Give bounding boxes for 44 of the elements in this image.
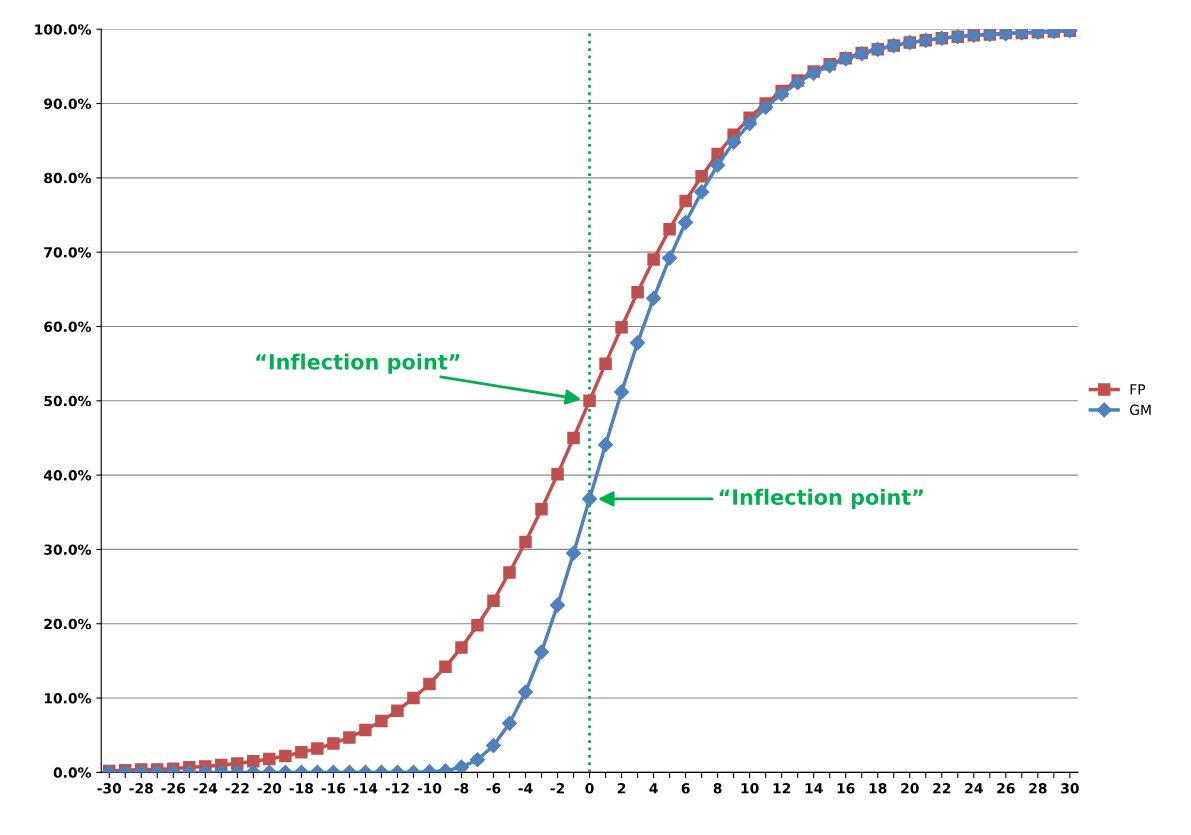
- x-tick-label: 12: [773, 783, 791, 794]
- y-tick-label: 100.0%: [35, 24, 92, 35]
- y-tick-label: 50.0%: [44, 395, 92, 407]
- x-tick-label: 8: [713, 783, 722, 794]
- y-tick-label: 0.0%: [53, 767, 92, 778]
- x-tick-label: -24: [193, 783, 218, 794]
- x-tick-label: -22: [225, 783, 249, 794]
- x-tick-label: 0: [585, 783, 594, 794]
- x-tick-label: 24: [965, 783, 983, 794]
- y-tick-label: 20.0%: [44, 618, 92, 630]
- x-tick-label: -10: [417, 783, 442, 794]
- y-tick-label: 10.0%: [44, 693, 92, 704]
- legend-label: GM: [1130, 404, 1151, 416]
- x-tick-label: -6: [486, 783, 501, 794]
- legend-label: FP: [1130, 384, 1146, 395]
- x-tick-label: 4: [649, 783, 658, 794]
- x-tick-label: 10: [741, 783, 759, 794]
- x-tick-label: -20: [257, 783, 282, 794]
- y-tick-label: 40.0%: [43, 470, 92, 481]
- x-tick-label: 18: [869, 783, 887, 794]
- x-tick-label: 22: [933, 783, 951, 794]
- x-tick-label: -28: [129, 783, 153, 794]
- x-tick-label: -14: [353, 783, 378, 794]
- y-tick-label: 80.0%: [44, 172, 92, 184]
- x-tick-label: -18: [289, 783, 314, 794]
- x-tick-label: 20: [901, 783, 919, 794]
- x-tick-label: 28: [1029, 783, 1047, 794]
- y-tick-label: 30.0%: [44, 544, 92, 555]
- y-tick-label: 90.0%: [44, 98, 92, 110]
- y-tick-label: 60.0%: [44, 321, 92, 332]
- x-tick-label: 26: [997, 783, 1015, 794]
- x-tick-label: 30: [1061, 783, 1079, 794]
- x-tick-label: -8: [454, 783, 469, 794]
- x-tick-label: 14: [805, 783, 823, 794]
- x-tick-label: -4: [518, 783, 533, 794]
- x-tick-label: -26: [161, 783, 186, 794]
- x-tick-label: 16: [837, 783, 855, 794]
- y-tick-label: 70.0%: [44, 247, 92, 258]
- x-tick-label: -2: [550, 783, 565, 794]
- x-tick-label: 6: [681, 783, 690, 794]
- x-tick-label: 2: [617, 783, 626, 794]
- x-tick-label: -30: [97, 783, 122, 794]
- x-tick-label: -16: [321, 783, 346, 794]
- x-tick-label: -12: [385, 783, 409, 794]
